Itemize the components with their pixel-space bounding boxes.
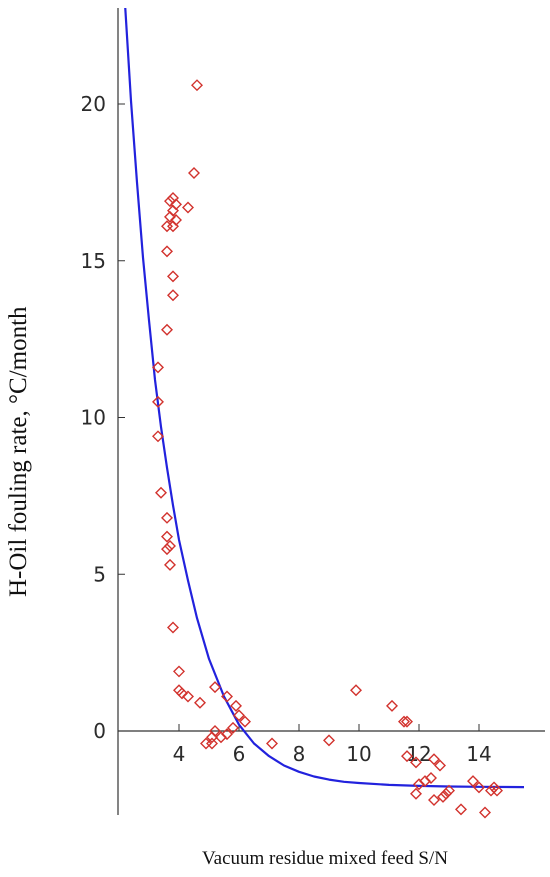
data-point bbox=[473, 781, 485, 794]
data-point bbox=[410, 756, 422, 769]
y-tick-label: 10 bbox=[81, 406, 106, 430]
data-point bbox=[167, 220, 179, 233]
data-point bbox=[479, 806, 491, 819]
data-point bbox=[161, 220, 173, 233]
data-point bbox=[209, 681, 221, 694]
data-points-layer bbox=[152, 79, 503, 819]
data-point bbox=[230, 699, 242, 712]
data-point bbox=[164, 195, 176, 208]
data-point bbox=[221, 728, 233, 741]
fit-curve bbox=[124, 8, 525, 789]
data-point bbox=[173, 684, 185, 697]
fit-curve-layer bbox=[124, 8, 525, 789]
data-point bbox=[428, 793, 440, 806]
y-tick-label: 0 bbox=[93, 719, 106, 743]
x-tick-label: 4 bbox=[173, 742, 186, 766]
data-point bbox=[410, 787, 422, 800]
data-point bbox=[155, 486, 167, 499]
data-point bbox=[164, 210, 176, 223]
y-axis-title: H-Oil fouling rate, °C/month bbox=[5, 306, 32, 597]
data-point bbox=[443, 784, 455, 797]
data-point bbox=[176, 687, 188, 700]
data-point bbox=[152, 395, 164, 408]
data-point bbox=[350, 684, 362, 697]
data-point bbox=[152, 361, 164, 374]
x-tick-label: 6 bbox=[233, 742, 246, 766]
data-point bbox=[437, 790, 449, 803]
data-point bbox=[161, 530, 173, 543]
data-point bbox=[194, 696, 206, 709]
x-tick-label: 8 bbox=[293, 742, 306, 766]
y-axis-ticks: 0 5 10 15 20 bbox=[81, 92, 125, 743]
data-point bbox=[266, 737, 278, 750]
data-point bbox=[467, 775, 479, 788]
data-point bbox=[161, 543, 173, 556]
y-tick-label: 15 bbox=[81, 249, 106, 273]
data-point bbox=[323, 734, 335, 747]
y-tick-label: 20 bbox=[81, 92, 106, 116]
data-point bbox=[239, 715, 251, 728]
x-axis-ticks: 4 6 8 10 12 14 bbox=[173, 724, 492, 766]
data-point bbox=[386, 699, 398, 712]
data-point bbox=[161, 323, 173, 336]
data-point bbox=[206, 737, 218, 750]
data-point bbox=[152, 430, 164, 443]
data-point bbox=[161, 511, 173, 524]
data-point bbox=[215, 731, 227, 744]
data-point bbox=[398, 715, 410, 728]
x-tick-label: 14 bbox=[466, 742, 491, 766]
data-point bbox=[164, 558, 176, 571]
data-point bbox=[173, 665, 185, 678]
data-point bbox=[167, 270, 179, 283]
data-point bbox=[182, 201, 194, 214]
data-point bbox=[206, 731, 218, 744]
data-point bbox=[191, 79, 203, 92]
data-point bbox=[491, 784, 503, 797]
data-point bbox=[425, 772, 437, 785]
y-tick-label: 5 bbox=[93, 562, 106, 586]
data-point bbox=[434, 759, 446, 772]
data-point bbox=[401, 715, 413, 728]
data-point bbox=[233, 709, 245, 722]
data-point bbox=[188, 166, 200, 179]
data-point bbox=[428, 753, 440, 766]
data-point bbox=[164, 540, 176, 553]
data-point bbox=[227, 721, 239, 734]
data-point bbox=[167, 621, 179, 634]
data-point bbox=[440, 787, 452, 800]
data-point bbox=[221, 690, 233, 703]
x-tick-label: 10 bbox=[346, 742, 371, 766]
data-point bbox=[401, 750, 413, 763]
data-point bbox=[167, 289, 179, 302]
x-axis-title: Vacuum residue mixed feed S/N bbox=[202, 848, 448, 869]
data-point bbox=[161, 245, 173, 258]
data-point bbox=[182, 690, 194, 703]
data-point bbox=[455, 803, 467, 816]
axes bbox=[117, 8, 545, 815]
